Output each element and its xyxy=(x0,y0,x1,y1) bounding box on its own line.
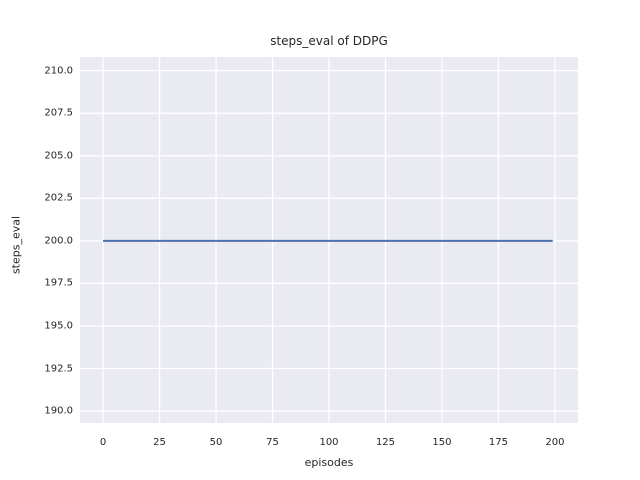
x-tick-label: 0 xyxy=(99,437,107,448)
plot-canvas xyxy=(80,57,578,423)
x-tick-label: 150 xyxy=(432,437,452,448)
y-tick-label: 202.5 xyxy=(44,192,73,204)
y-tick-label: 195.0 xyxy=(44,320,73,332)
plot-area xyxy=(80,57,578,423)
chart-title: steps_eval of DDPG xyxy=(270,34,388,48)
y-tick-label: 190.0 xyxy=(44,405,73,417)
x-tick-label: 125 xyxy=(375,437,396,448)
x-tick-label: 100 xyxy=(319,437,339,448)
x-axis-label: episodes xyxy=(304,456,354,469)
y-tick-label: 197.5 xyxy=(44,277,73,289)
y-tick-label: 207.5 xyxy=(44,107,73,119)
y-tick-label: 192.5 xyxy=(44,363,73,375)
x-tick-label: 75 xyxy=(266,437,279,448)
x-tick-label: 175 xyxy=(488,437,508,448)
y-tick-label: 210.0 xyxy=(44,65,73,77)
x-tick-label: 25 xyxy=(153,437,166,448)
y-tick-label: 205.0 xyxy=(44,150,73,162)
x-tick-label: 200 xyxy=(545,437,565,448)
x-tick-label: 50 xyxy=(209,437,223,448)
y-tick-label: 200.0 xyxy=(44,235,73,247)
